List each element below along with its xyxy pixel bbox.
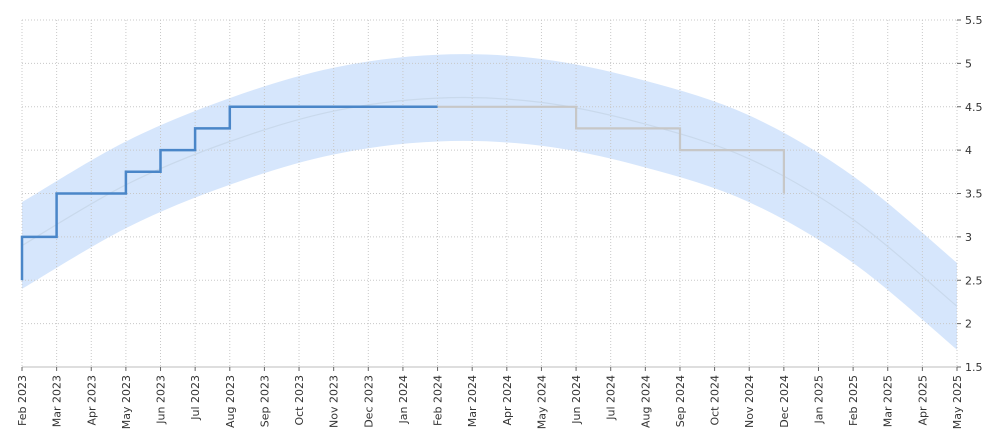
y-tick-label: 3.5 [965,188,983,201]
actual-series-layer [20,105,438,281]
x-tick-label: Mar 2024 [466,375,479,427]
x-tick-label: Jun 2023 [155,375,168,425]
x-tick-label: Aug 2024 [639,375,652,428]
y-tick-label: 5 [965,57,972,70]
trend-line-layer [21,96,958,307]
x-tick-label: Oct 2023 [293,375,306,426]
x-tick-label: Aug 2023 [224,375,237,428]
x-tick-label: May 2025 [951,375,964,429]
y-tick-label: 1.5 [965,361,983,374]
x-tick-label: Nov 2023 [328,375,341,428]
trend-line [21,96,958,307]
confidence-band-layer [22,54,957,350]
x-tick-label: Feb 2025 [847,375,860,426]
y-axis: 1.5 2 2.5 3 3.5 4 4.5 5 5.5 [957,14,983,374]
confidence-band [22,54,957,350]
x-tick-label: Mar 2025 [882,375,895,427]
x-tick-label: May 2024 [535,375,548,429]
x-tick-label: Oct 2024 [709,375,722,426]
x-tick-label: Apr 2024 [501,375,514,426]
x-tick-label: Jul 2024 [605,375,618,421]
forecast-series-layer [437,105,786,194]
y-tick-label: 4 [965,144,972,157]
forecast-rate-line [437,105,786,194]
grid-layer [21,19,958,368]
x-tick-label: May 2023 [120,375,133,429]
x-tick-label: Jan 2025 [812,375,825,424]
y-tick-label: 2.5 [965,274,983,287]
y-tick-label: 3 [965,231,972,244]
x-tick-label: Apr 2025 [916,375,929,426]
x-tick-label: Apr 2023 [85,375,98,426]
x-tick-label: Feb 2023 [16,375,29,426]
x-tick-label: Feb 2024 [432,375,445,426]
x-tick-label: Dec 2023 [362,375,375,428]
x-tick-label: Jan 2024 [397,375,410,424]
x-tick-label: Nov 2024 [743,375,756,428]
x-tick-label: Sep 2024 [674,375,687,427]
actual-rate-line [20,105,438,281]
y-tick-label: 5.5 [965,14,983,27]
x-tick-label: Dec 2024 [778,375,791,428]
y-tick-label: 4.5 [965,101,983,114]
x-axis: Feb 2023 Mar 2023 Apr 2023 May 2023 Jun 2023… [16,366,964,429]
x-tick-label: Sep 2023 [258,375,271,427]
x-tick-label: Mar 2023 [51,375,64,427]
y-tick-label: 2 [965,318,972,331]
x-tick-label: Jul 2023 [189,375,202,421]
x-tick-label: Jun 2024 [570,375,583,425]
